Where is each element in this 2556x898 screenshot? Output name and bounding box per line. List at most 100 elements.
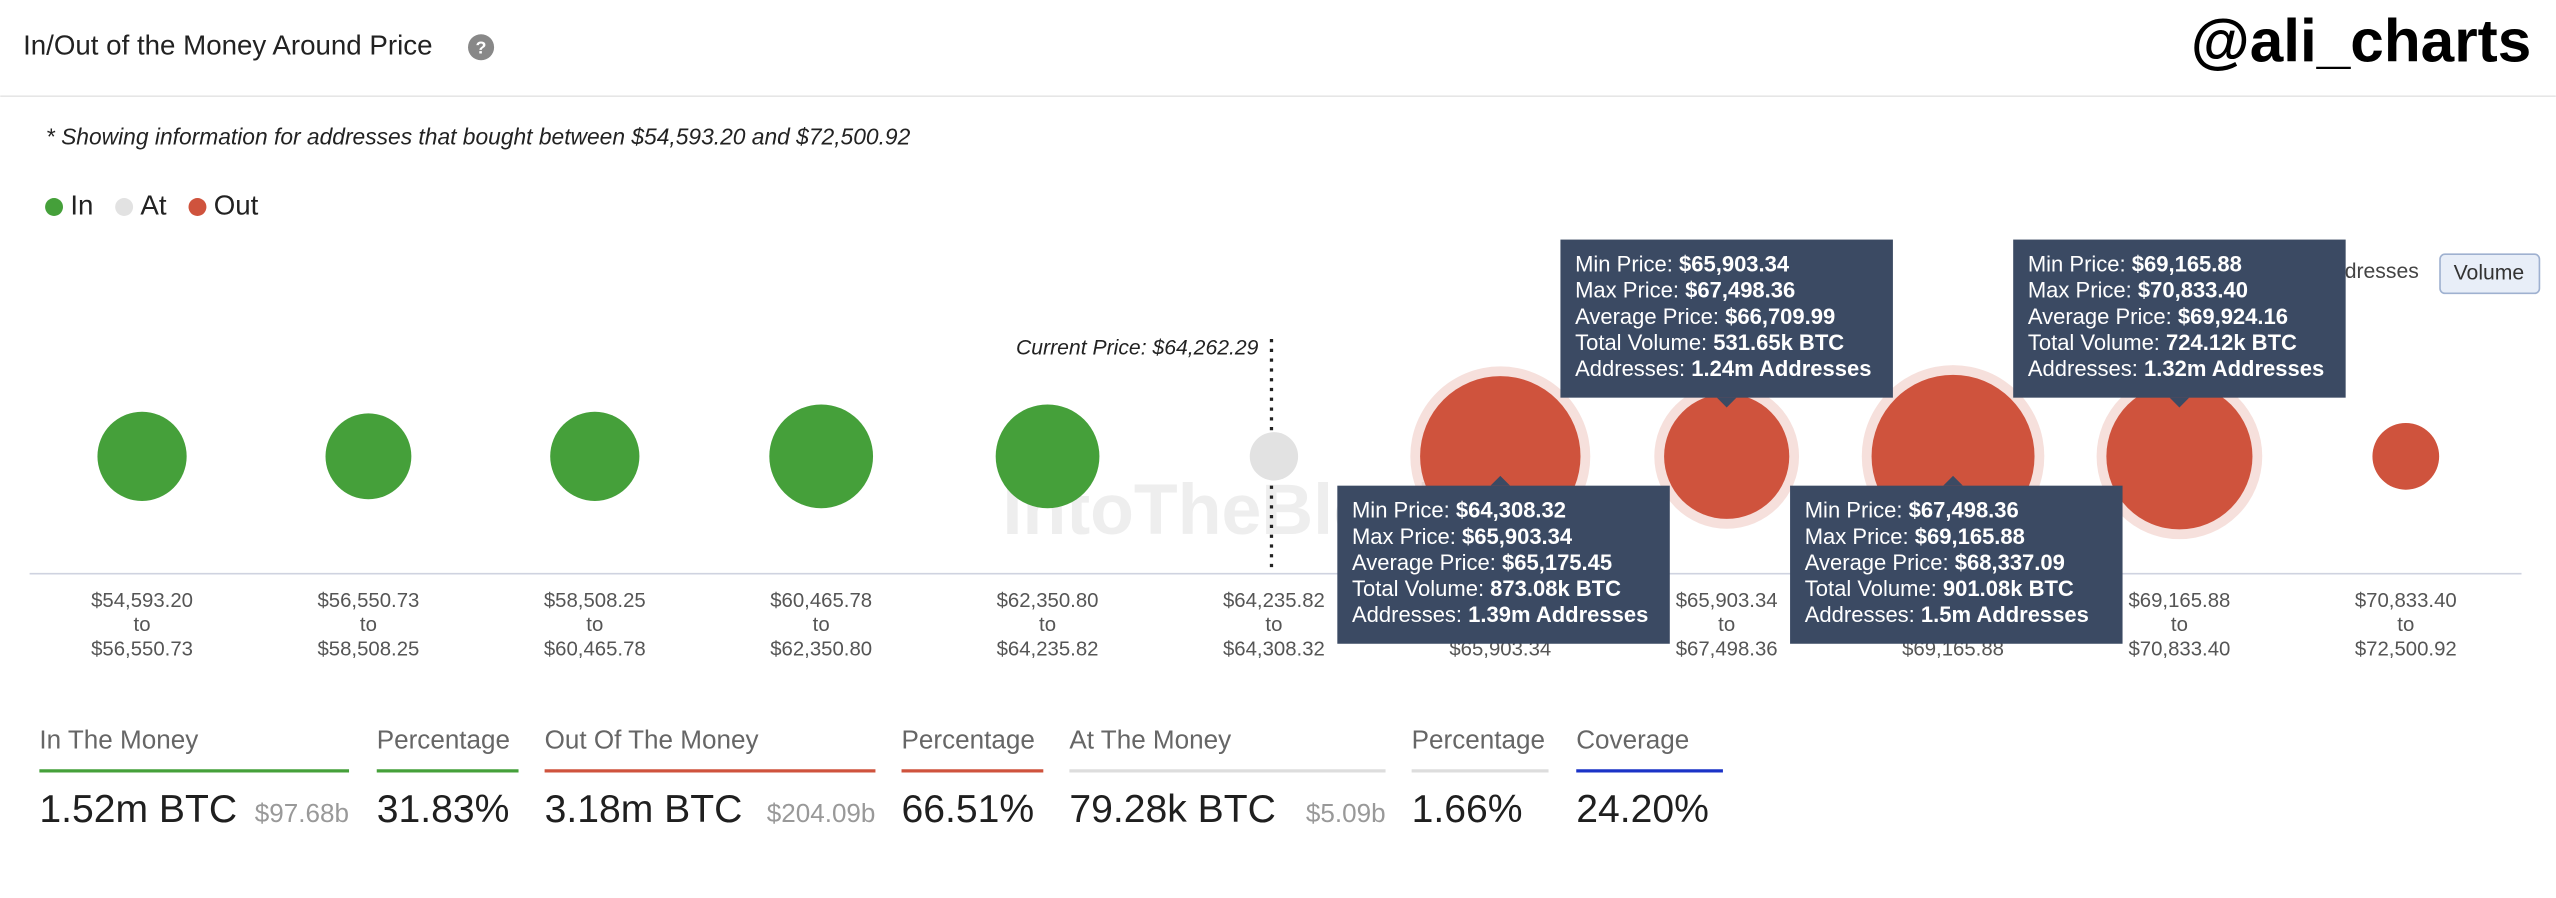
stat-sub: $97.68b bbox=[255, 798, 349, 828]
range-to: to bbox=[813, 614, 830, 636]
tooltip-value: 1.32m Addresses bbox=[2144, 356, 2324, 381]
tooltip-line: Min Price: $69,165.88 bbox=[2028, 251, 2242, 276]
range-until: $72,500.92 bbox=[2355, 639, 2457, 661]
tooltip-label: Addresses: bbox=[1575, 356, 1685, 381]
range-from: $58,508.25 bbox=[544, 590, 646, 612]
bubble[interactable] bbox=[995, 404, 1100, 509]
range-until: $64,235.82 bbox=[997, 639, 1099, 661]
range-from: $65,903.34 bbox=[1676, 590, 1778, 612]
tooltip-line: Addresses: 1.32m Addresses bbox=[2028, 356, 2324, 381]
stat-value: 66.51% bbox=[902, 788, 1035, 831]
range-until: $58,508.25 bbox=[317, 639, 419, 661]
tooltip-line: Average Price: $69,924.16 bbox=[2028, 304, 2288, 329]
stat-label: Coverage bbox=[1576, 724, 1689, 754]
stat-value: 1.66% bbox=[1412, 788, 1523, 831]
tooltip-line: Min Price: $67,498.36 bbox=[1805, 498, 2019, 523]
tooltip-label: Min Price: bbox=[1575, 251, 1673, 276]
tooltip-line: Min Price: $65,903.34 bbox=[1575, 251, 1790, 276]
tooltip-line: Average Price: $65,175.45 bbox=[1352, 550, 1612, 575]
bubble[interactable] bbox=[1664, 393, 1790, 519]
stat-label: Percentage bbox=[1412, 724, 1545, 754]
tooltip-value: 1.39m Addresses bbox=[1468, 602, 1648, 627]
note: * Showing information for addresses that… bbox=[46, 124, 911, 150]
tooltip-box bbox=[1337, 485, 1670, 644]
tooltip-label: Average Price: bbox=[2028, 304, 2172, 329]
range-to: to bbox=[1718, 614, 1735, 636]
tooltip-label: Total Volume: bbox=[1805, 576, 1937, 601]
tooltip-arrow bbox=[1490, 475, 1511, 486]
tooltip-value: $64,308.32 bbox=[1456, 498, 1566, 523]
tooltip-line: Total Volume: 901.08k BTC bbox=[1805, 576, 2074, 601]
current-price-label: Current Price: $64,262.29 bbox=[1016, 336, 1259, 359]
stat-value: 31.83% bbox=[377, 788, 510, 831]
tooltip-value: $66,709.99 bbox=[1725, 304, 1835, 329]
help-mark: ? bbox=[476, 38, 487, 58]
range-from: $64,235.82 bbox=[1223, 590, 1325, 612]
tooltip-value: $65,903.34 bbox=[1462, 524, 1573, 549]
range-to: to bbox=[360, 614, 377, 636]
tooltip-line: Average Price: $68,337.09 bbox=[1805, 550, 2065, 575]
range-to: to bbox=[2397, 614, 2414, 636]
tooltip-line: Addresses: 1.5m Addresses bbox=[1805, 602, 2089, 627]
help-icon[interactable] bbox=[468, 34, 495, 61]
tooltip-value: 724.12k BTC bbox=[2166, 330, 2297, 355]
range-until: $60,465.78 bbox=[544, 639, 646, 661]
tooltip-value: 873.08k BTC bbox=[1490, 576, 1621, 601]
range-from: $60,465.78 bbox=[770, 590, 872, 612]
legend-dot bbox=[188, 198, 207, 216]
tooltip-value: 1.5m Addresses bbox=[1921, 602, 2089, 627]
tooltip-label: Total Volume: bbox=[1352, 576, 1484, 601]
range-from: $56,550.73 bbox=[317, 590, 419, 612]
stat-sub: $5.09b bbox=[1306, 798, 1386, 828]
tooltip-label: Total Volume: bbox=[1575, 330, 1707, 355]
tooltip-line: Min Price: $64,308.32 bbox=[1352, 498, 1566, 523]
stat-value: 1.52m BTC bbox=[39, 788, 237, 831]
stat-value: 79.28k BTC bbox=[1069, 788, 1276, 831]
tooltip-label: Addresses: bbox=[1352, 602, 1462, 627]
tooltip-box bbox=[2013, 239, 2346, 398]
bubble[interactable] bbox=[769, 404, 874, 509]
range-to: to bbox=[586, 614, 603, 636]
tooltip-arrow bbox=[1943, 475, 1963, 486]
tooltip-line: Total Volume: 873.08k BTC bbox=[1352, 576, 1621, 601]
bubble[interactable] bbox=[97, 411, 187, 501]
stat-label: In The Money bbox=[39, 724, 198, 754]
tooltip-arrow bbox=[2169, 397, 2190, 408]
bubble[interactable] bbox=[325, 413, 412, 500]
tooltip-line: Total Volume: 531.65k BTC bbox=[1575, 330, 1844, 355]
tooltip-label: Max Price: bbox=[1805, 524, 1909, 549]
tooltip-line: Max Price: $67,498.36 bbox=[1575, 278, 1795, 303]
range-from: $54,593.20 bbox=[91, 590, 193, 612]
toggle-volume-button[interactable] bbox=[2439, 253, 2541, 295]
tooltip-line: Max Price: $65,903.34 bbox=[1352, 524, 1573, 549]
legend-dot bbox=[115, 198, 134, 216]
tooltip-label: Min Price: bbox=[1805, 498, 1903, 523]
tooltip-arrow bbox=[1716, 397, 1737, 408]
bubble[interactable] bbox=[2372, 422, 2440, 490]
bubble[interactable] bbox=[1249, 432, 1299, 481]
tooltip-label: Max Price: bbox=[1575, 278, 1679, 303]
toggle-volume: Volume bbox=[2454, 261, 2525, 284]
range-from: $69,165.88 bbox=[2128, 590, 2230, 612]
tooltip-line: Addresses: 1.39m Addresses bbox=[1352, 602, 1648, 627]
tooltip-value: $65,903.34 bbox=[1679, 251, 1790, 276]
tooltip-label: Total Volume: bbox=[2028, 330, 2160, 355]
tooltip-box bbox=[1560, 239, 1893, 398]
bubble[interactable] bbox=[550, 411, 640, 501]
range-until: $56,550.73 bbox=[91, 639, 193, 661]
stat-label: At The Money bbox=[1069, 724, 1231, 754]
range-to: to bbox=[2171, 614, 2188, 636]
tooltip-label: Max Price: bbox=[1352, 524, 1456, 549]
tooltip-value: 531.65k BTC bbox=[1713, 330, 1844, 355]
tooltip-label: Average Price: bbox=[1575, 304, 1719, 329]
title: In/Out of the Money Around Price bbox=[23, 30, 432, 61]
range-to: to bbox=[134, 614, 151, 636]
bubble[interactable] bbox=[2106, 383, 2253, 530]
tooltip-box bbox=[1790, 485, 2123, 644]
tooltip-value: $67,498.36 bbox=[1685, 278, 1795, 303]
